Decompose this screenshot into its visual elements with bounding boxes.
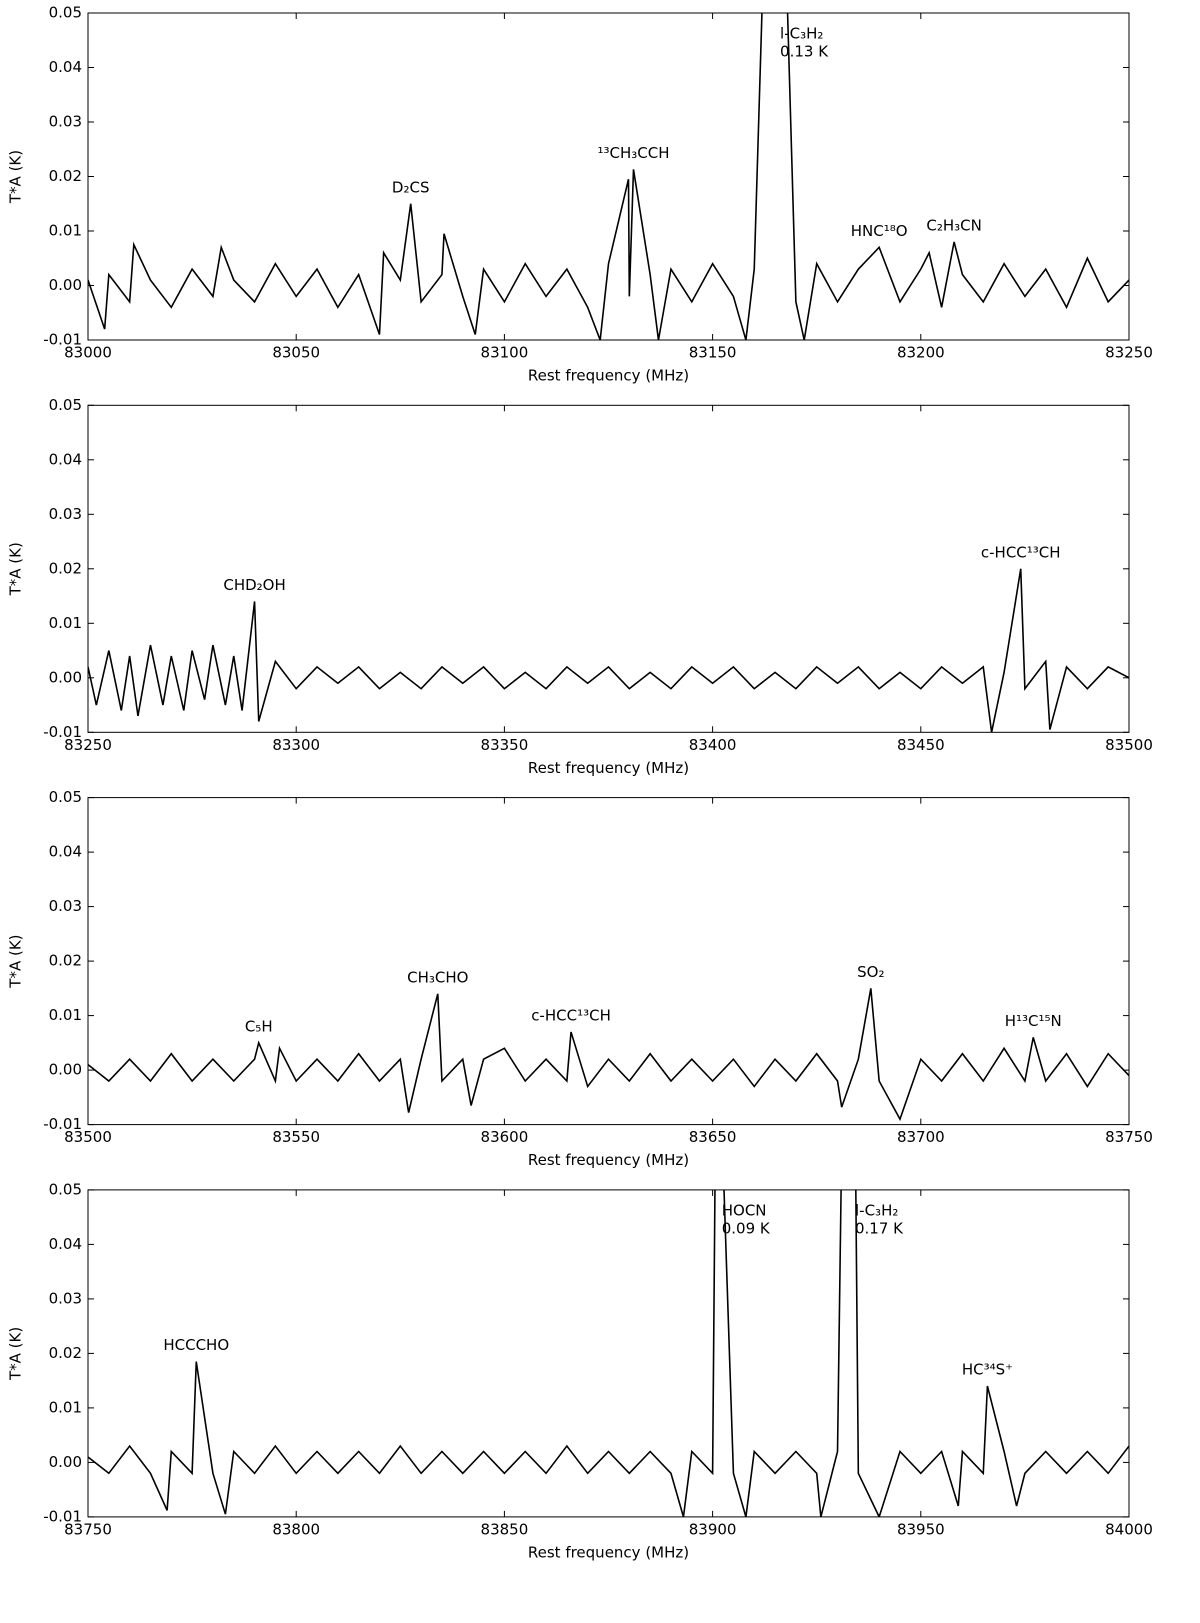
x-tick-label: 83000: [64, 344, 112, 362]
spectrum: [88, 1189, 1129, 1517]
y-axis-label: T*A (K): [7, 934, 25, 988]
x-tick-label: 83050: [272, 344, 320, 362]
y-tick-label: 0.00: [49, 1453, 82, 1471]
annotation-note: 0.13 K: [780, 43, 829, 61]
annotation: H¹³C¹⁵N: [1005, 1012, 1062, 1030]
annotation: c-HCC¹³CH: [531, 1006, 611, 1024]
x-tick-label: 84000: [1105, 1520, 1153, 1538]
annotation: CHD₂OH: [223, 576, 285, 594]
x-tick-label: 83850: [481, 1520, 529, 1538]
y-axis-label: T*A (K): [7, 150, 25, 204]
y-tick-label: 0.01: [49, 222, 82, 240]
annotation: D₂CS: [392, 178, 430, 196]
x-tick-label: 83400: [689, 736, 737, 754]
y-tick-label: -0.01: [43, 1507, 82, 1525]
y-tick-label: 0.02: [49, 952, 82, 970]
y-tick-label: 0.00: [49, 276, 82, 294]
y-tick-label: 0.04: [49, 843, 82, 861]
x-tick-label: 83150: [689, 344, 737, 362]
y-tick-label: 0.03: [49, 1289, 82, 1307]
x-tick-label: 83100: [481, 344, 529, 362]
y-tick-label: -0.01: [43, 723, 82, 741]
plot-frame: [87, 404, 1130, 733]
y-tick-label: 0.01: [49, 614, 82, 632]
annotation: HCCCHO: [163, 1336, 229, 1354]
spectrum: [88, 568, 1129, 733]
annotation-note: 0.17 K: [855, 1219, 904, 1237]
x-tick-label: 83250: [64, 736, 112, 754]
y-tick-label: 0.04: [49, 1235, 82, 1253]
plot-frame: [87, 12, 1130, 341]
panel: -0.01 0.00 0.01 0.02 0.03 0.04 0.05 83250 83300 8…: [7, 396, 1153, 777]
annotation: l-C₃H₂: [780, 25, 823, 43]
y-tick-label: 0.04: [49, 450, 82, 468]
x-tick-label: 83300: [272, 736, 320, 754]
y-tick-label: 0.02: [49, 1344, 82, 1362]
spectrum: [88, 988, 1129, 1122]
annotation: HNC¹⁸O: [851, 222, 908, 240]
y-tick-label: 0.03: [49, 505, 82, 523]
y-tick-label: 0.00: [49, 1061, 82, 1079]
x-tick-label: 83950: [897, 1520, 945, 1538]
annotation: c-HCC¹³CH: [981, 543, 1061, 561]
x-axis-label: Rest frequency (MHz): [528, 759, 689, 777]
panel: -0.01 0.00 0.01 0.02 0.03 0.04 0.05 83000 83050 8…: [7, 4, 1153, 385]
x-tick-label: 83750: [64, 1520, 112, 1538]
y-tick-label: 0.05: [49, 1180, 82, 1198]
y-tick-label: 0.05: [49, 4, 82, 22]
plot-frame: [87, 797, 1130, 1126]
x-tick-label: 83450: [897, 736, 945, 754]
x-tick-label: 83550: [272, 1128, 320, 1146]
annotation: HC³⁴S⁺: [962, 1361, 1013, 1379]
x-axis-label: Rest frequency (MHz): [528, 1543, 689, 1561]
y-tick-label: 0.03: [49, 113, 82, 131]
panel: -0.01 0.00 0.01 0.02 0.03 0.04 0.05 83750 83800 8…: [7, 1180, 1153, 1561]
annotation: l-C₃H₂: [855, 1201, 898, 1219]
y-tick-label: 0.03: [49, 897, 82, 915]
y-tick-label: 0.01: [49, 1398, 82, 1416]
panel: -0.01 0.00 0.01 0.02 0.03 0.04 0.05 83500 83550 8…: [7, 788, 1153, 1169]
annotation: ¹³CH₃CCH: [597, 144, 669, 162]
x-tick-label: 83350: [481, 736, 529, 754]
x-tick-label: 83900: [689, 1520, 737, 1538]
y-axis-label: T*A (K): [7, 1327, 25, 1381]
x-tick-label: 83500: [1105, 736, 1153, 754]
annotation: C₂H₃CN: [926, 216, 981, 234]
y-tick-label: 0.00: [49, 668, 82, 686]
y-tick-label: 0.04: [49, 58, 82, 76]
y-tick-label: 0.02: [49, 559, 82, 577]
annotation-note: 0.09 K: [722, 1219, 771, 1237]
y-tick-label: 0.02: [49, 167, 82, 185]
x-tick-label: 83500: [64, 1128, 112, 1146]
y-axis-label: T*A (K): [7, 542, 25, 596]
x-tick-label: 83200: [897, 344, 945, 362]
annotation: SO₂: [857, 963, 884, 981]
x-tick-label: 83250: [1105, 344, 1153, 362]
x-tick-label: 83800: [272, 1520, 320, 1538]
y-tick-label: 0.01: [49, 1006, 82, 1024]
y-tick-label: -0.01: [43, 331, 82, 349]
x-axis-label: Rest frequency (MHz): [528, 367, 689, 385]
x-tick-label: 83600: [481, 1128, 529, 1146]
annotation: CH₃CHO: [407, 968, 468, 986]
annotation: HOCN: [722, 1201, 767, 1219]
x-tick-label: 83750: [1105, 1128, 1153, 1146]
x-tick-label: 83650: [689, 1128, 737, 1146]
x-tick-label: 83700: [897, 1128, 945, 1146]
y-tick-label: -0.01: [43, 1115, 82, 1133]
annotation: C₅H: [245, 1017, 273, 1035]
plot-frame: [87, 1189, 1130, 1518]
spectrum: [88, 13, 1129, 340]
x-axis-label: Rest frequency (MHz): [528, 1151, 689, 1169]
y-tick-label: 0.05: [49, 788, 82, 806]
y-tick-label: 0.05: [49, 396, 82, 414]
